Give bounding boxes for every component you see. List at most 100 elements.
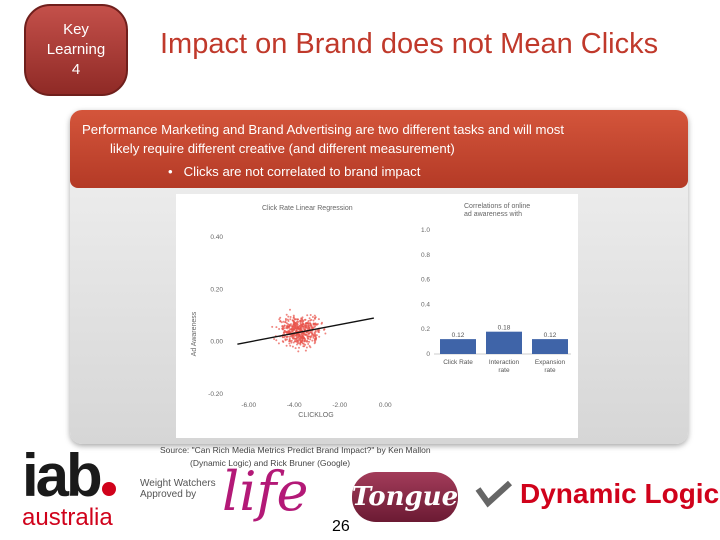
scatter-point bbox=[303, 331, 306, 334]
scatter-point bbox=[287, 315, 290, 318]
scatter-point bbox=[286, 325, 289, 328]
scatter-point bbox=[304, 325, 307, 327]
scatter-point bbox=[318, 331, 320, 334]
scatter-point bbox=[295, 324, 298, 327]
scatter-point bbox=[291, 335, 294, 338]
scatter-point bbox=[308, 340, 311, 343]
scatter-point bbox=[273, 338, 276, 340]
scatter-point bbox=[290, 327, 293, 330]
bar-0 bbox=[440, 339, 476, 354]
scatter-y-tick-1: 0.00 bbox=[210, 339, 223, 346]
scatter-x-tick-2: -2.00 bbox=[332, 402, 347, 409]
scatter-point bbox=[311, 333, 314, 336]
scatter-point bbox=[314, 325, 317, 328]
scatter-point bbox=[304, 339, 307, 342]
banner-line-1: Performance Marketing and Brand Advertis… bbox=[82, 122, 565, 137]
scatter-point bbox=[291, 330, 294, 333]
scatter-point bbox=[300, 323, 303, 326]
scatter-point bbox=[299, 339, 302, 341]
scatter-point bbox=[301, 338, 304, 341]
scatter-point bbox=[275, 326, 278, 329]
scatter-point bbox=[312, 319, 315, 322]
approved-by-text: Approved by bbox=[140, 489, 197, 500]
scatter-point bbox=[277, 342, 280, 345]
scatter-point bbox=[311, 327, 314, 330]
iab-logo-text: iab bbox=[22, 442, 103, 509]
bar-category-label-1: Interaction rate bbox=[489, 359, 520, 374]
scatter-point bbox=[300, 317, 303, 320]
bar-y-tick-5: 1.0 bbox=[421, 227, 430, 234]
slide-title: Impact on Brand does not Mean Clicks bbox=[160, 28, 659, 60]
scatter-point bbox=[279, 316, 282, 319]
scatter-x-tick-3: 0.00 bbox=[379, 402, 392, 409]
scatter-y-tick-0: -0.20 bbox=[208, 391, 223, 398]
scatter-x-ticks: -6.00 -4.00 -2.00 0.00 bbox=[241, 402, 392, 409]
bar-y-tick-1: 0.2 bbox=[421, 326, 430, 333]
scatter-point bbox=[294, 347, 297, 350]
scatter-point bbox=[292, 324, 295, 327]
scatter-point bbox=[303, 328, 306, 331]
scatter-point bbox=[312, 336, 315, 339]
scatter-point bbox=[296, 337, 299, 339]
badge-line-3: 4 bbox=[71, 61, 81, 78]
scatter-points bbox=[271, 308, 327, 353]
scatter-point bbox=[304, 333, 307, 336]
scatter-point bbox=[307, 320, 310, 322]
scatter-point bbox=[302, 323, 305, 326]
iab-logo-dot bbox=[101, 482, 116, 496]
scatter-point bbox=[307, 337, 310, 340]
scatter-y-tick-3: 0.40 bbox=[210, 234, 223, 241]
bar-2 bbox=[532, 339, 568, 354]
scatter-point bbox=[302, 336, 305, 339]
scatter-point bbox=[304, 349, 307, 352]
scatter-point bbox=[313, 314, 316, 317]
dynamic-logic-text: Dynamic Logic bbox=[520, 478, 720, 509]
scatter-point bbox=[290, 339, 293, 342]
scatter-point bbox=[314, 322, 317, 325]
charts-svg: Click Rate Linear Regression Ad Awarenes… bbox=[191, 203, 571, 419]
iab-australia-logo: iab australia bbox=[22, 446, 116, 530]
scatter-x-tick-1: -4.00 bbox=[287, 402, 302, 409]
scatter-point bbox=[296, 343, 298, 346]
bar-1 bbox=[486, 331, 522, 354]
tongue-logo: Tongue bbox=[352, 472, 458, 522]
bar-category-label-2: Expansion rate bbox=[535, 359, 566, 374]
life-logo: life bbox=[222, 460, 309, 523]
scatter-point bbox=[299, 327, 302, 330]
scatter-point bbox=[305, 346, 308, 349]
scatter-point bbox=[282, 331, 285, 334]
badge-line-2: Learning bbox=[46, 41, 106, 58]
regression-line bbox=[237, 317, 375, 345]
scatter-point bbox=[299, 320, 302, 323]
scatter-point bbox=[282, 328, 284, 331]
scatter-point bbox=[281, 325, 284, 328]
banner-line-2: likely require different creative (and d… bbox=[110, 141, 455, 156]
bars: 0.12 Click Rate 0.18 Interaction rate 0.12 Exp… bbox=[434, 325, 571, 374]
bar-y-tick-0: 0 bbox=[426, 351, 430, 358]
scatter-point bbox=[300, 340, 303, 343]
banner-bullet-text: Clicks are not correlated to brand impac… bbox=[183, 164, 421, 179]
bar-title-line-1: Correlations of online bbox=[464, 203, 530, 210]
source-line-1: Source: "Can Rich Media Metrics Predict … bbox=[160, 445, 431, 455]
scatter-point bbox=[314, 341, 317, 343]
scatter-point bbox=[304, 318, 307, 321]
weightwatchers-logo: Weight Watchers Approved by bbox=[140, 478, 216, 500]
scatter-point bbox=[309, 322, 312, 325]
bar-y-tick-3: 0.6 bbox=[421, 277, 430, 284]
scatter-point bbox=[309, 330, 312, 333]
weightwatchers-text: Weight Watchers bbox=[140, 478, 216, 489]
scatter-point bbox=[292, 314, 295, 317]
bar-y-ticks: 0 0.2 0.4 0.6 0.8 1.0 bbox=[421, 227, 430, 358]
scatter-point bbox=[308, 317, 311, 320]
scatter-point bbox=[312, 322, 315, 325]
scatter-point bbox=[324, 332, 327, 335]
key-learning-badge: Key Learning 4 bbox=[24, 4, 128, 96]
scatter-point bbox=[318, 335, 321, 338]
scatter-point bbox=[298, 325, 300, 328]
scatter-point bbox=[299, 343, 302, 346]
scatter-point bbox=[294, 318, 297, 321]
scatter-point bbox=[309, 319, 312, 322]
scatter-point bbox=[287, 330, 290, 333]
scatter-point bbox=[284, 338, 287, 341]
scatter-point bbox=[286, 327, 289, 330]
